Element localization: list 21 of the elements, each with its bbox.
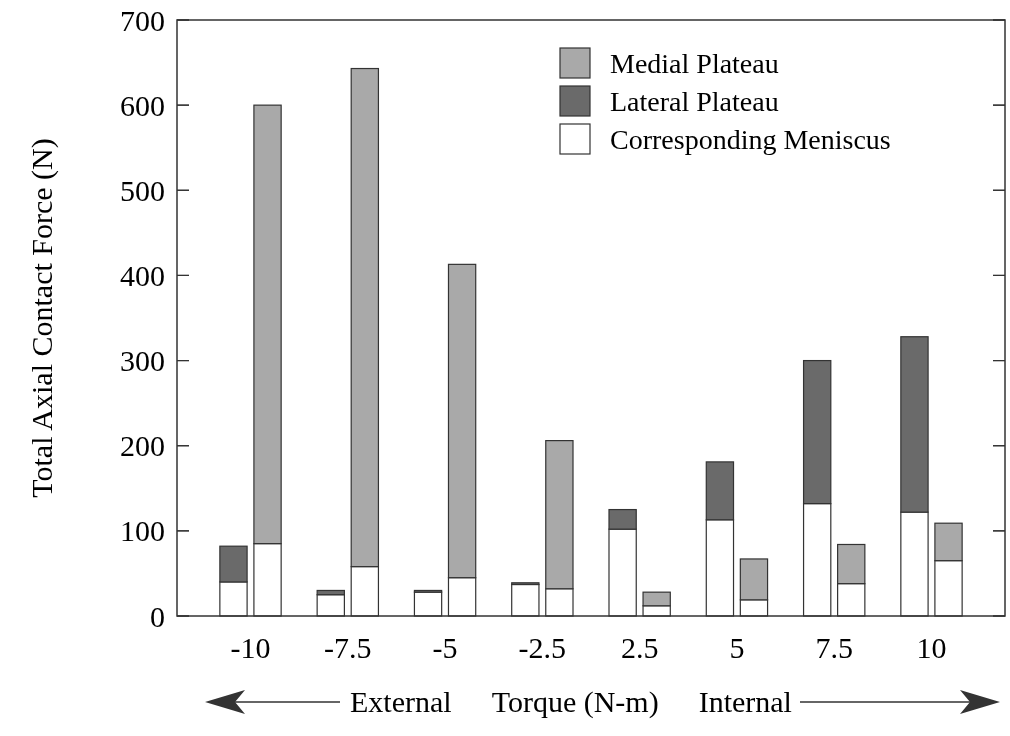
text: Medial Plateau xyxy=(610,47,779,79)
x-tick-label: -5 xyxy=(432,631,458,664)
x-tick-label: -10 xyxy=(230,631,271,664)
x-tick-label: 7.5 xyxy=(815,631,853,664)
x-tick-label: 10 xyxy=(916,631,947,664)
legend-label: Corresponding Meniscus xyxy=(610,123,891,155)
x-tick-label: 5 xyxy=(729,631,745,664)
x-tick-label: 2.5 xyxy=(620,631,659,664)
y-tick-label: 700 xyxy=(120,3,165,37)
y-tick-label: 100 xyxy=(120,514,165,548)
x-tick-label: -7.5 xyxy=(324,631,372,664)
y-axis-title: Total Axial Contact Force (N) xyxy=(25,138,59,498)
y-tick-label: 400 xyxy=(120,258,165,292)
y-tick-label: 300 xyxy=(120,344,165,378)
y-tick-label: 0 xyxy=(150,599,165,633)
y-tick-label: 200 xyxy=(120,429,165,463)
text: External Torque (N-m) Internal xyxy=(350,685,792,718)
legend-label: Lateral Plateau xyxy=(610,85,779,117)
x-tick-label: -2.5 xyxy=(518,631,567,664)
y-tick-label: 500 xyxy=(120,173,165,207)
y-tick-label: 600 xyxy=(120,88,165,122)
